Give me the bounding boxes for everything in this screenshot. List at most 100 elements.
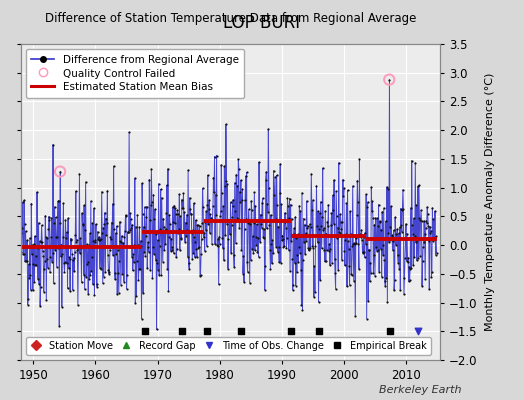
Point [162,210,171,216]
Point [354,241,363,247]
Point [212,152,221,159]
Point [96,236,105,242]
Point [257,221,265,228]
Point [182,233,190,240]
Point [315,226,323,232]
Point [314,208,322,214]
Point [177,235,185,242]
Point [120,278,128,285]
Point [322,258,330,265]
Point [186,206,194,212]
Point [231,208,239,214]
Point [304,247,313,254]
Point [397,222,406,228]
Point [73,246,82,253]
Point [375,268,383,275]
Point [302,198,311,204]
Point [399,206,408,212]
Point [337,256,346,263]
Point [84,290,92,297]
Point [39,288,48,295]
Point [176,213,184,219]
Point [91,236,100,243]
Point [123,272,131,279]
Point [141,253,149,259]
Point [312,183,321,189]
Point [282,225,290,231]
Point [325,241,334,247]
Point [247,257,255,263]
Point [93,284,101,290]
Point [294,258,302,265]
Point [412,239,420,246]
Point [26,271,35,278]
Point [37,284,45,290]
Point [310,294,318,300]
Point [58,251,67,257]
Point [392,242,400,248]
Point [171,205,179,211]
Point [308,207,316,213]
Point [385,239,393,246]
Point [353,212,361,218]
Point [300,222,309,228]
Point [190,200,198,206]
Point [142,214,150,220]
Point [384,186,392,192]
Point [72,188,80,194]
Point [427,228,435,234]
Point [61,217,70,223]
Point [55,322,63,329]
Point [25,261,33,267]
Point [386,224,394,231]
Point [304,245,312,252]
Point [324,202,333,208]
Point [200,230,209,236]
Point [145,176,154,183]
Point [253,221,261,227]
Point [417,218,425,224]
Point [154,237,162,243]
Point [343,187,352,194]
Point [203,242,211,249]
Point [163,166,172,172]
Point [136,238,145,244]
Point [151,257,160,263]
Point [235,165,243,172]
Point [51,214,60,221]
Point [21,228,30,234]
Point [358,237,366,244]
Point [298,306,307,313]
Point [177,236,185,242]
Point [390,287,398,294]
Point [362,240,370,247]
Point [327,222,335,228]
Point [149,192,158,198]
Point [269,250,277,256]
Point [261,263,269,270]
Point [302,237,310,244]
Point [41,213,49,219]
Point [394,259,402,266]
Point [104,252,112,258]
Point [137,316,146,322]
Point [225,218,233,224]
Point [45,213,53,220]
Point [126,210,134,217]
Point [396,224,404,230]
Point [329,207,337,213]
Point [168,204,177,210]
Point [256,239,264,245]
Point [313,239,322,246]
Point [92,281,101,288]
Point [238,186,247,192]
Point [374,202,383,208]
Point [48,250,57,256]
Point [297,302,305,309]
Point [26,235,34,241]
Point [421,225,430,231]
Point [400,291,408,298]
Point [309,197,317,203]
Point [255,217,264,223]
Point [218,235,226,241]
